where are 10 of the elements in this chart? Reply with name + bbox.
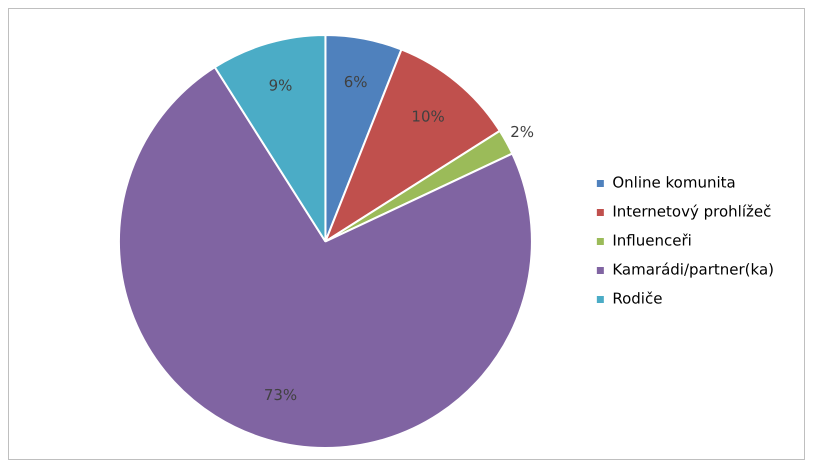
legend-label: Influenceři xyxy=(612,231,692,250)
data-label: 9% xyxy=(268,76,292,95)
data-label: 10% xyxy=(411,107,445,126)
legend-label: Internetový prohlížeč xyxy=(612,202,772,220)
legend-label: Rodiče xyxy=(612,289,662,308)
data-label: 73% xyxy=(264,386,298,404)
data-label: 6% xyxy=(344,73,368,92)
legend-label: Online komunita xyxy=(612,173,736,192)
data-label: 2% xyxy=(510,123,534,142)
legend-label: Kamarádi/partner(ka) xyxy=(612,260,774,278)
